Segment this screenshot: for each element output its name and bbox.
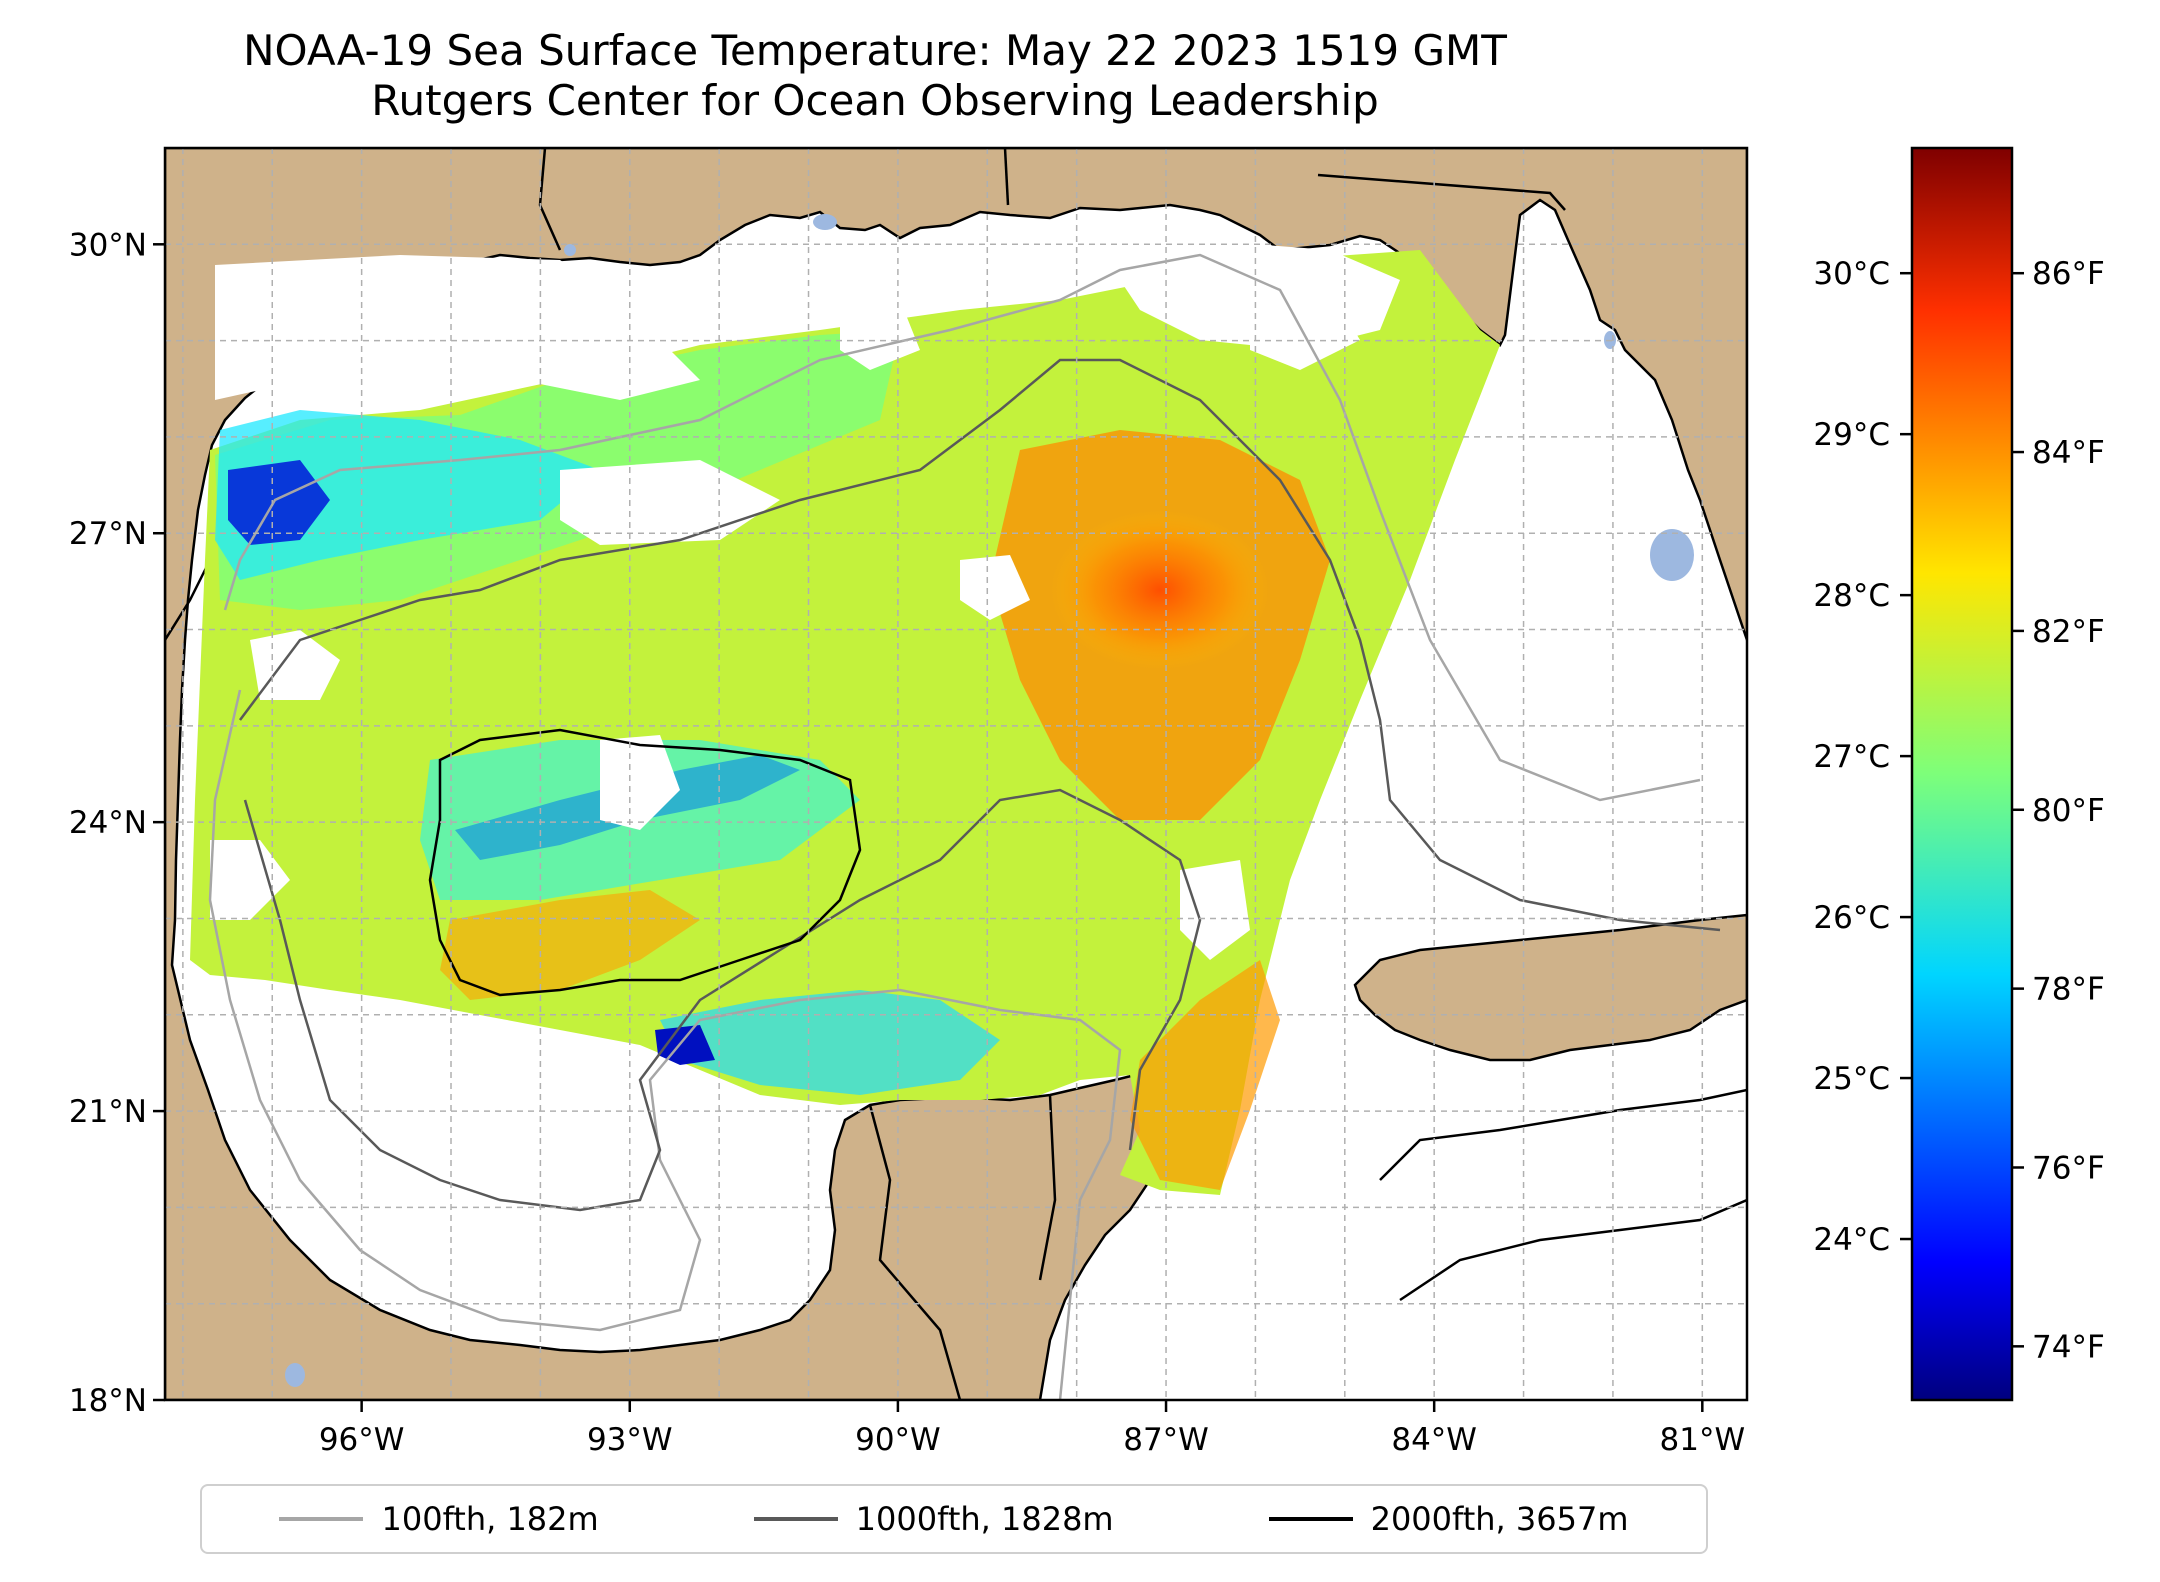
title-line-2: Rutgers Center for Ocean Observing Leade… bbox=[371, 76, 1379, 125]
colorbar bbox=[1910, 146, 2014, 1402]
lat-tick-label: 27°N bbox=[69, 516, 147, 552]
lakes bbox=[285, 214, 1694, 1387]
colorbar-f-label: 82°F bbox=[2032, 614, 2105, 650]
sst-swath bbox=[190, 240, 1500, 1195]
sst-cyan-west bbox=[215, 410, 600, 580]
lon-tick-label: 81°W bbox=[1660, 1422, 1746, 1458]
sst-cyan-yucatan bbox=[660, 990, 1000, 1095]
colorbar-c-label: 26°C bbox=[1813, 900, 1890, 936]
lon-tick-label: 84°W bbox=[1391, 1422, 1477, 1458]
legend-swatch-100fth bbox=[279, 1517, 364, 1521]
legend-label-1000fth: 1000fth, 1828m bbox=[855, 1500, 1114, 1538]
lon-tick-label: 90°W bbox=[855, 1422, 941, 1458]
legend-label-2000fth: 2000fth, 3657m bbox=[1370, 1500, 1629, 1538]
lake-small bbox=[564, 244, 576, 256]
colorbar-c-label: 25°C bbox=[1813, 1061, 1890, 1097]
land-cuba bbox=[1353, 913, 1747, 1062]
legend-label-100fth: 100fth, 182m bbox=[381, 1500, 599, 1538]
lake-small-3 bbox=[285, 1363, 305, 1387]
legend-item-2000fth: 2000fth, 3657m bbox=[1268, 1500, 1629, 1538]
border-mexico-states bbox=[868, 1094, 1057, 1400]
colorbar-f-label: 80°F bbox=[2032, 793, 2105, 829]
axis-ticks: 30°N 27°N 24°N 21°N 18°N 96°W 93°W 90°W 87°W 84°W… bbox=[69, 227, 1745, 1458]
border-florida bbox=[1317, 173, 1566, 211]
title-line-1: NOAA-19 Sea Surface Temperature: May 22 … bbox=[243, 26, 1507, 75]
legend: 100fth, 182m 1000fth, 1828m 2000fth, 365… bbox=[200, 1484, 1708, 1554]
colorbar-f-label: 74°F bbox=[2032, 1329, 2105, 1365]
lon-tick-label: 96°W bbox=[319, 1422, 405, 1458]
lon-tick-label: 87°W bbox=[1123, 1422, 1209, 1458]
colorbar-c-label: 30°C bbox=[1813, 256, 1890, 292]
colorbar-c-label: 28°C bbox=[1813, 578, 1890, 614]
lake-okeechobee bbox=[1650, 529, 1694, 581]
sst-dark-blue-west bbox=[228, 460, 330, 545]
colorbar-f-label: 78°F bbox=[2032, 972, 2105, 1008]
colorbar-ticks: 86°F 84°F 82°F 80°F 78°F 76°F 74°F 30°C 29°C 28°C… bbox=[1813, 256, 2104, 1365]
lon-tick-label: 93°W bbox=[587, 1422, 673, 1458]
colorbar-c-label: 24°C bbox=[1813, 1222, 1890, 1258]
lake-pontchartrain bbox=[813, 214, 837, 230]
contour-1000fth bbox=[239, 358, 1721, 1212]
colorbar-c-label: 29°C bbox=[1813, 417, 1890, 453]
map-frame bbox=[163, 146, 1749, 1402]
sst-warm-core bbox=[1050, 510, 1270, 670]
lat-tick-label: 21°N bbox=[69, 1094, 147, 1130]
colorbar-c-label: 27°C bbox=[1813, 739, 1890, 775]
legend-item-100fth: 100fth, 182m bbox=[279, 1500, 599, 1538]
border-us-mexico bbox=[165, 559, 212, 641]
legend-swatch-2000fth bbox=[1268, 1517, 1353, 1521]
legend-item-1000fth: 1000fth, 1828m bbox=[753, 1500, 1114, 1538]
lat-tick-label: 30°N bbox=[69, 227, 147, 263]
contour-100fth bbox=[208, 253, 1701, 1400]
borders bbox=[165, 148, 1566, 1400]
bathymetry-contours bbox=[208, 253, 1747, 1400]
contour-2000fth bbox=[428, 728, 1747, 1302]
map-title: NOAA-19 Sea Surface Temperature: May 22 … bbox=[165, 26, 1585, 126]
border-mississippi bbox=[1003, 148, 1010, 206]
colorbar-f-label: 84°F bbox=[2032, 435, 2105, 471]
lat-tick-label: 18°N bbox=[69, 1383, 147, 1419]
colorbar-f-label: 86°F bbox=[2032, 256, 2105, 292]
sst-orange-caribbean bbox=[1130, 960, 1280, 1190]
colorbar-f-label: 76°F bbox=[2032, 1150, 2105, 1186]
legend-swatch-1000fth bbox=[753, 1517, 838, 1521]
lat-tick-label: 24°N bbox=[69, 805, 147, 841]
sst-orange-southwest bbox=[440, 890, 700, 1000]
